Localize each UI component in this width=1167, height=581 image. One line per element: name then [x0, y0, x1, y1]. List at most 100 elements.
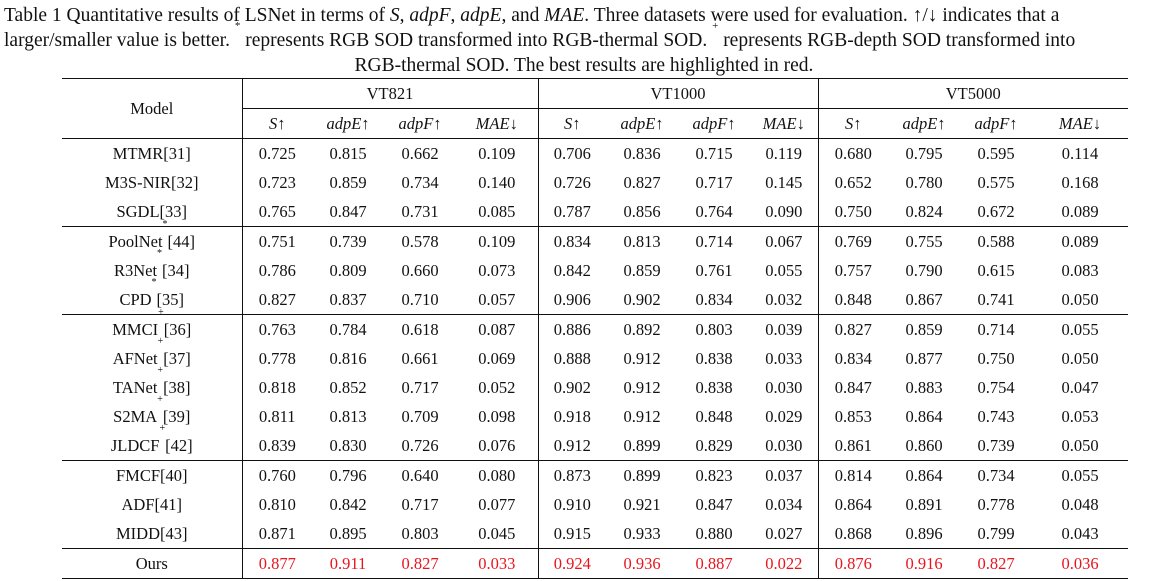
model-name-cell: MTMR[31]	[62, 138, 242, 168]
value-cell: 0.087	[456, 314, 538, 344]
value-cell: 0.912	[623, 349, 661, 368]
value-cell: 0.069	[478, 349, 516, 368]
value-cell: 0.906	[537, 285, 606, 315]
value-cell: 0.829	[695, 436, 733, 455]
table-row: AFNet+[37] 0.778 0.816 0.661 0.069 0.888 0.912…	[62, 337, 1128, 373]
value-cell: 0.887	[678, 548, 750, 579]
value-cell: 0.039	[750, 314, 818, 344]
value-cell: 0.827	[817, 314, 888, 344]
value-cell: 0.827	[623, 173, 661, 192]
value-cell: 0.680	[817, 138, 888, 168]
value-cell: 0.787	[537, 197, 606, 227]
value-cell: 0.883	[905, 378, 943, 397]
value-cell: 0.760	[241, 460, 312, 490]
value-cell: 0.030	[765, 378, 803, 397]
value-cell: 0.027	[765, 524, 803, 543]
value-cell: 0.847	[329, 202, 367, 221]
value-cell: 0.834	[695, 290, 733, 309]
value-cell: 0.916	[888, 548, 960, 579]
value-cell: 0.048	[1061, 495, 1099, 514]
model-name: PoolNet	[108, 232, 163, 251]
value-cell: 0.140	[478, 173, 516, 192]
value-cell: 0.853	[817, 402, 888, 431]
value-cell: 0.814	[817, 460, 888, 490]
value-cell: 0.109	[456, 226, 538, 256]
model-name-cell: R3Net*[34]	[62, 249, 242, 285]
value-cell: 0.726	[537, 168, 606, 197]
value-cell: 0.860	[905, 436, 943, 455]
value-cell: 0.089	[1032, 226, 1128, 256]
value-cell: 0.912	[623, 378, 661, 397]
value-cell: 0.867	[905, 290, 943, 309]
value-cell: 0.662	[384, 138, 456, 168]
value-cell: 0.652	[817, 168, 888, 197]
model-mark: *	[151, 277, 157, 288]
value-cell: 0.050	[1061, 290, 1099, 309]
value-cell: 0.784	[312, 314, 384, 344]
value-cell: 0.750	[977, 349, 1015, 368]
model-name: M3S-NIR[32]	[105, 173, 199, 192]
value-cell: 0.723	[241, 168, 312, 197]
value-cell: 0.830	[329, 436, 367, 455]
model-mark: +	[159, 423, 166, 434]
value-cell: 0.755	[888, 226, 960, 256]
value-cell: 0.032	[765, 290, 803, 309]
value-cell: 0.765	[241, 197, 312, 227]
metric-header: MAE↓	[1032, 108, 1128, 139]
model-column-header: Model	[62, 78, 242, 139]
model-name: JLDCF	[110, 436, 160, 455]
metric-header: adpF↑	[678, 108, 750, 139]
value-cell: 0.861	[817, 431, 888, 461]
model-mark: +	[158, 307, 164, 318]
value-cell: 0.073	[478, 261, 516, 280]
value-cell: 0.877	[905, 349, 943, 368]
dataset-header-vt1000: VT1000	[537, 78, 818, 109]
model-reference: [42]	[165, 436, 193, 455]
model-name: S2MA	[113, 407, 158, 426]
value-cell: 0.915	[537, 519, 606, 549]
model-mark: +	[157, 365, 164, 376]
value-cell: 0.717	[401, 378, 439, 397]
metric-header: S↑	[241, 108, 312, 139]
value-cell: 0.114	[1032, 138, 1128, 168]
value-cell: 0.033	[456, 548, 538, 579]
model-name-cell: MIDD[43]	[62, 519, 242, 549]
value-cell: 0.036	[1032, 548, 1128, 579]
value-cell: 0.045	[478, 524, 516, 543]
table-row: M3S-NIR[32] 0.723 0.859 0.734 0.140 0.726 0.82…	[62, 168, 1128, 197]
value-cell: 0.899	[623, 436, 661, 455]
value-cell: 0.902	[623, 290, 661, 309]
model-name: CPD	[119, 290, 152, 309]
model-reference: [38]	[163, 378, 191, 397]
value-cell: 0.912	[537, 431, 606, 461]
model-name: MIDD[43]	[116, 524, 188, 543]
value-cell: 0.778	[241, 344, 312, 373]
value-cell: 0.076	[478, 436, 516, 455]
value-cell: 0.080	[456, 460, 538, 490]
value-cell: 0.871	[241, 519, 312, 549]
table-row: R3Net*[34] 0.786 0.809 0.660 0.073 0.842 0.859…	[62, 249, 1128, 285]
model-name: Ours	[135, 554, 168, 573]
value-cell: 0.852	[329, 378, 367, 397]
value-cell: 0.083	[1061, 261, 1099, 280]
value-cell: 0.888	[537, 344, 606, 373]
value-cell: 0.838	[695, 349, 733, 368]
value-cell: 0.810	[241, 490, 312, 519]
value-cell: 0.043	[1061, 524, 1099, 543]
value-cell: 0.809	[329, 261, 367, 280]
value-cell: 0.921	[623, 495, 661, 514]
model-name-cell: M3S-NIR[32]	[62, 168, 242, 197]
model-name-cell: PoolNet*[44]	[62, 220, 242, 256]
value-cell: 0.815	[312, 138, 384, 168]
value-cell: 0.090	[765, 202, 803, 221]
metric-header: adpE↑	[606, 108, 678, 139]
value-cell: 0.595	[960, 138, 1032, 168]
value-cell: 0.823	[678, 460, 750, 490]
value-cell: 0.827	[960, 548, 1032, 579]
value-cell: 0.778	[977, 495, 1015, 514]
value-cell: 0.119	[750, 138, 818, 168]
metric-header: S↑	[817, 108, 888, 139]
metric-header: adpE↑	[888, 108, 960, 139]
value-cell: 0.022	[750, 548, 818, 579]
value-cell: 0.896	[905, 524, 943, 543]
